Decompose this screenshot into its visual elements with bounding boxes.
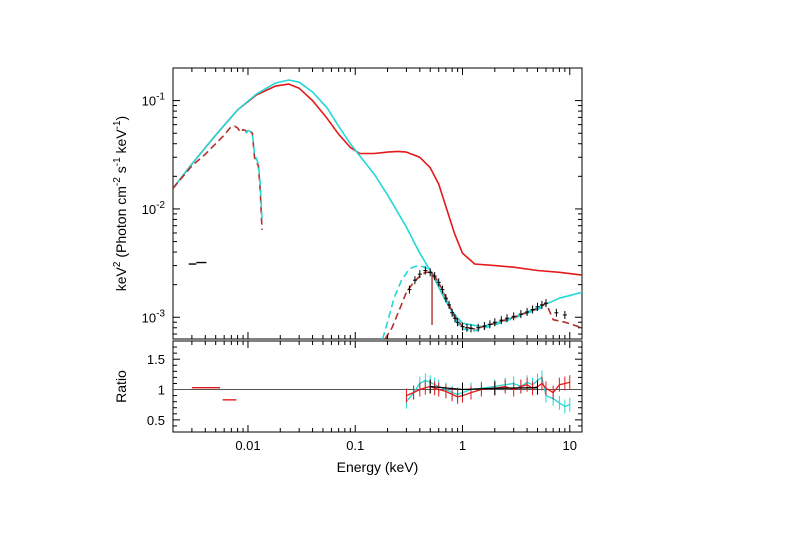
top-y-tick-label: 10-2 (142, 200, 166, 217)
model-curve-5 (381, 264, 547, 339)
top-y-tick-label: 10-1 (142, 92, 166, 109)
x-tick-label: 10 (563, 438, 577, 453)
model-curve-3 (173, 125, 263, 230)
top-panel: 10-1 10-2 10-3 (142, 67, 583, 340)
bottom-panel: 0.5 1 1.5 (147, 340, 583, 433)
bottom-y-tick-label: 1 (158, 383, 165, 398)
model-curve-2 (173, 79, 582, 328)
model-curve-1 (173, 83, 582, 276)
top-y-axis-title: keV2 (Photon cm-2 s-1 keV-1) (112, 116, 129, 291)
bottom-plot-frame (172, 340, 583, 433)
bottom-y-tick-label: 0.5 (147, 413, 165, 428)
x-axis-title: Energy (keV) (337, 459, 419, 475)
bottom-y-tick-label: 1.5 (147, 352, 165, 367)
x-tick-label: 0.01 (235, 438, 260, 453)
x-tick-label: 1 (459, 438, 466, 453)
top-y-tick-label: 10-3 (142, 308, 166, 325)
x-axis: 0.01 0.1 1 10 (172, 68, 577, 453)
bottom-y-axis-title: Ratio (113, 370, 129, 403)
x-tick-label: 0.1 (346, 438, 364, 453)
model-curve-4 (245, 129, 263, 220)
top-plot-frame (172, 67, 583, 340)
ratio-series-3 (430, 385, 538, 391)
ratio-series-1 (405, 376, 571, 408)
